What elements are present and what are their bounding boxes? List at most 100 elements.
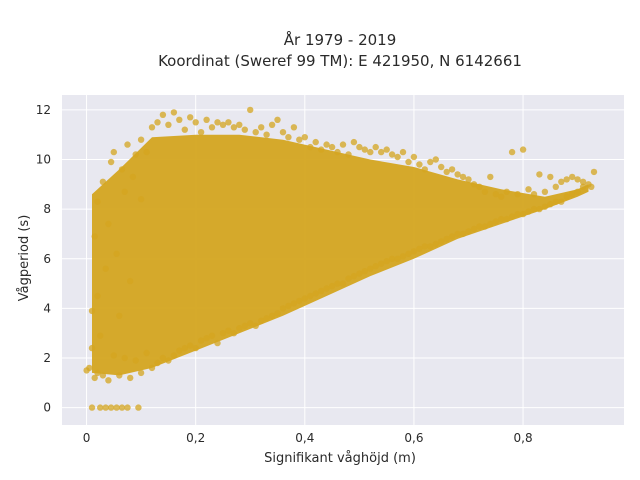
data-point (421, 166, 428, 173)
data-point (427, 243, 434, 250)
data-point (129, 173, 137, 181)
data-point (579, 178, 587, 185)
data-point (252, 129, 259, 136)
data-point (88, 307, 96, 315)
data-point (519, 146, 527, 153)
data-point (274, 116, 281, 124)
data-point (135, 404, 142, 411)
data-point (102, 404, 109, 411)
data-point (225, 119, 232, 126)
data-point (443, 168, 450, 176)
data-point (334, 280, 341, 287)
data-point (427, 158, 434, 166)
data-point (481, 188, 489, 195)
data-point (454, 230, 461, 238)
x-tick-label: 0 (83, 431, 91, 445)
data-point (143, 148, 150, 156)
data-point (432, 156, 439, 163)
data-point (388, 255, 396, 262)
data-point (301, 134, 308, 141)
data-point (137, 136, 145, 143)
data-point (383, 258, 390, 265)
data-point (328, 143, 336, 151)
data-point (345, 275, 352, 282)
y-tick-label: 0 (43, 401, 51, 415)
data-point (530, 191, 538, 198)
data-point (148, 124, 156, 131)
data-point (498, 215, 505, 223)
data-point (487, 173, 494, 181)
x-tick-label: 0,4 (295, 431, 314, 445)
data-point (525, 186, 532, 193)
data-point (318, 146, 325, 153)
data-point (361, 146, 368, 153)
data-point (448, 166, 456, 173)
data-point (339, 280, 347, 287)
y-tick-labels: 0 2 4 6 8 10 12 (36, 103, 51, 415)
chart-title-line-1: År 1979 - 2019 (284, 30, 397, 49)
data-point (432, 240, 439, 248)
data-point (203, 116, 210, 124)
data-point (118, 404, 126, 411)
data-point (503, 188, 510, 195)
data-point (334, 148, 341, 156)
data-point (530, 205, 538, 213)
data-point (124, 404, 131, 411)
data-point (301, 295, 308, 302)
data-point (405, 158, 412, 166)
data-point (296, 136, 303, 143)
data-point (574, 188, 581, 195)
data-point (492, 191, 499, 198)
data-point (492, 218, 499, 225)
data-point (279, 305, 287, 312)
data-point (563, 176, 570, 183)
data-point (110, 352, 118, 359)
data-point (127, 277, 134, 285)
data-point (99, 372, 107, 379)
data-point (487, 220, 494, 228)
data-point (105, 377, 112, 384)
data-point (590, 168, 598, 176)
y-tick-label: 2 (43, 351, 51, 365)
data-point (285, 134, 292, 141)
data-point (541, 188, 549, 195)
density-band (92, 134, 589, 376)
y-tick-label: 8 (43, 202, 51, 216)
data-point (137, 196, 145, 203)
data-point (454, 171, 461, 178)
data-point (148, 364, 156, 372)
data-point (192, 119, 199, 126)
data-point (176, 347, 183, 354)
data-point (350, 138, 358, 146)
y-tick-label: 6 (43, 252, 51, 266)
data-point (416, 245, 423, 252)
x-tick-labels: 0 0,2 0,4 0,6 0,8 (83, 431, 533, 445)
data-point (97, 404, 104, 411)
data-point (137, 369, 145, 377)
data-point (416, 161, 423, 168)
data-point (181, 344, 188, 352)
data-points (83, 106, 598, 411)
data-point (116, 372, 123, 379)
data-point (247, 320, 254, 327)
data-point (214, 339, 221, 347)
data-point (470, 225, 478, 233)
data-point (252, 322, 259, 329)
data-point (383, 146, 390, 153)
data-point (367, 265, 374, 272)
data-point (230, 330, 238, 337)
data-point (127, 374, 134, 382)
y-tick-label: 10 (36, 153, 51, 167)
data-point (569, 191, 576, 198)
data-point (107, 404, 115, 411)
data-point (465, 228, 472, 235)
data-point (102, 265, 109, 272)
data-point (94, 198, 101, 205)
data-point (438, 238, 445, 245)
data-point (579, 183, 587, 190)
data-point (97, 332, 104, 339)
data-point (159, 354, 167, 362)
data-point (339, 141, 347, 148)
data-point (459, 173, 467, 181)
